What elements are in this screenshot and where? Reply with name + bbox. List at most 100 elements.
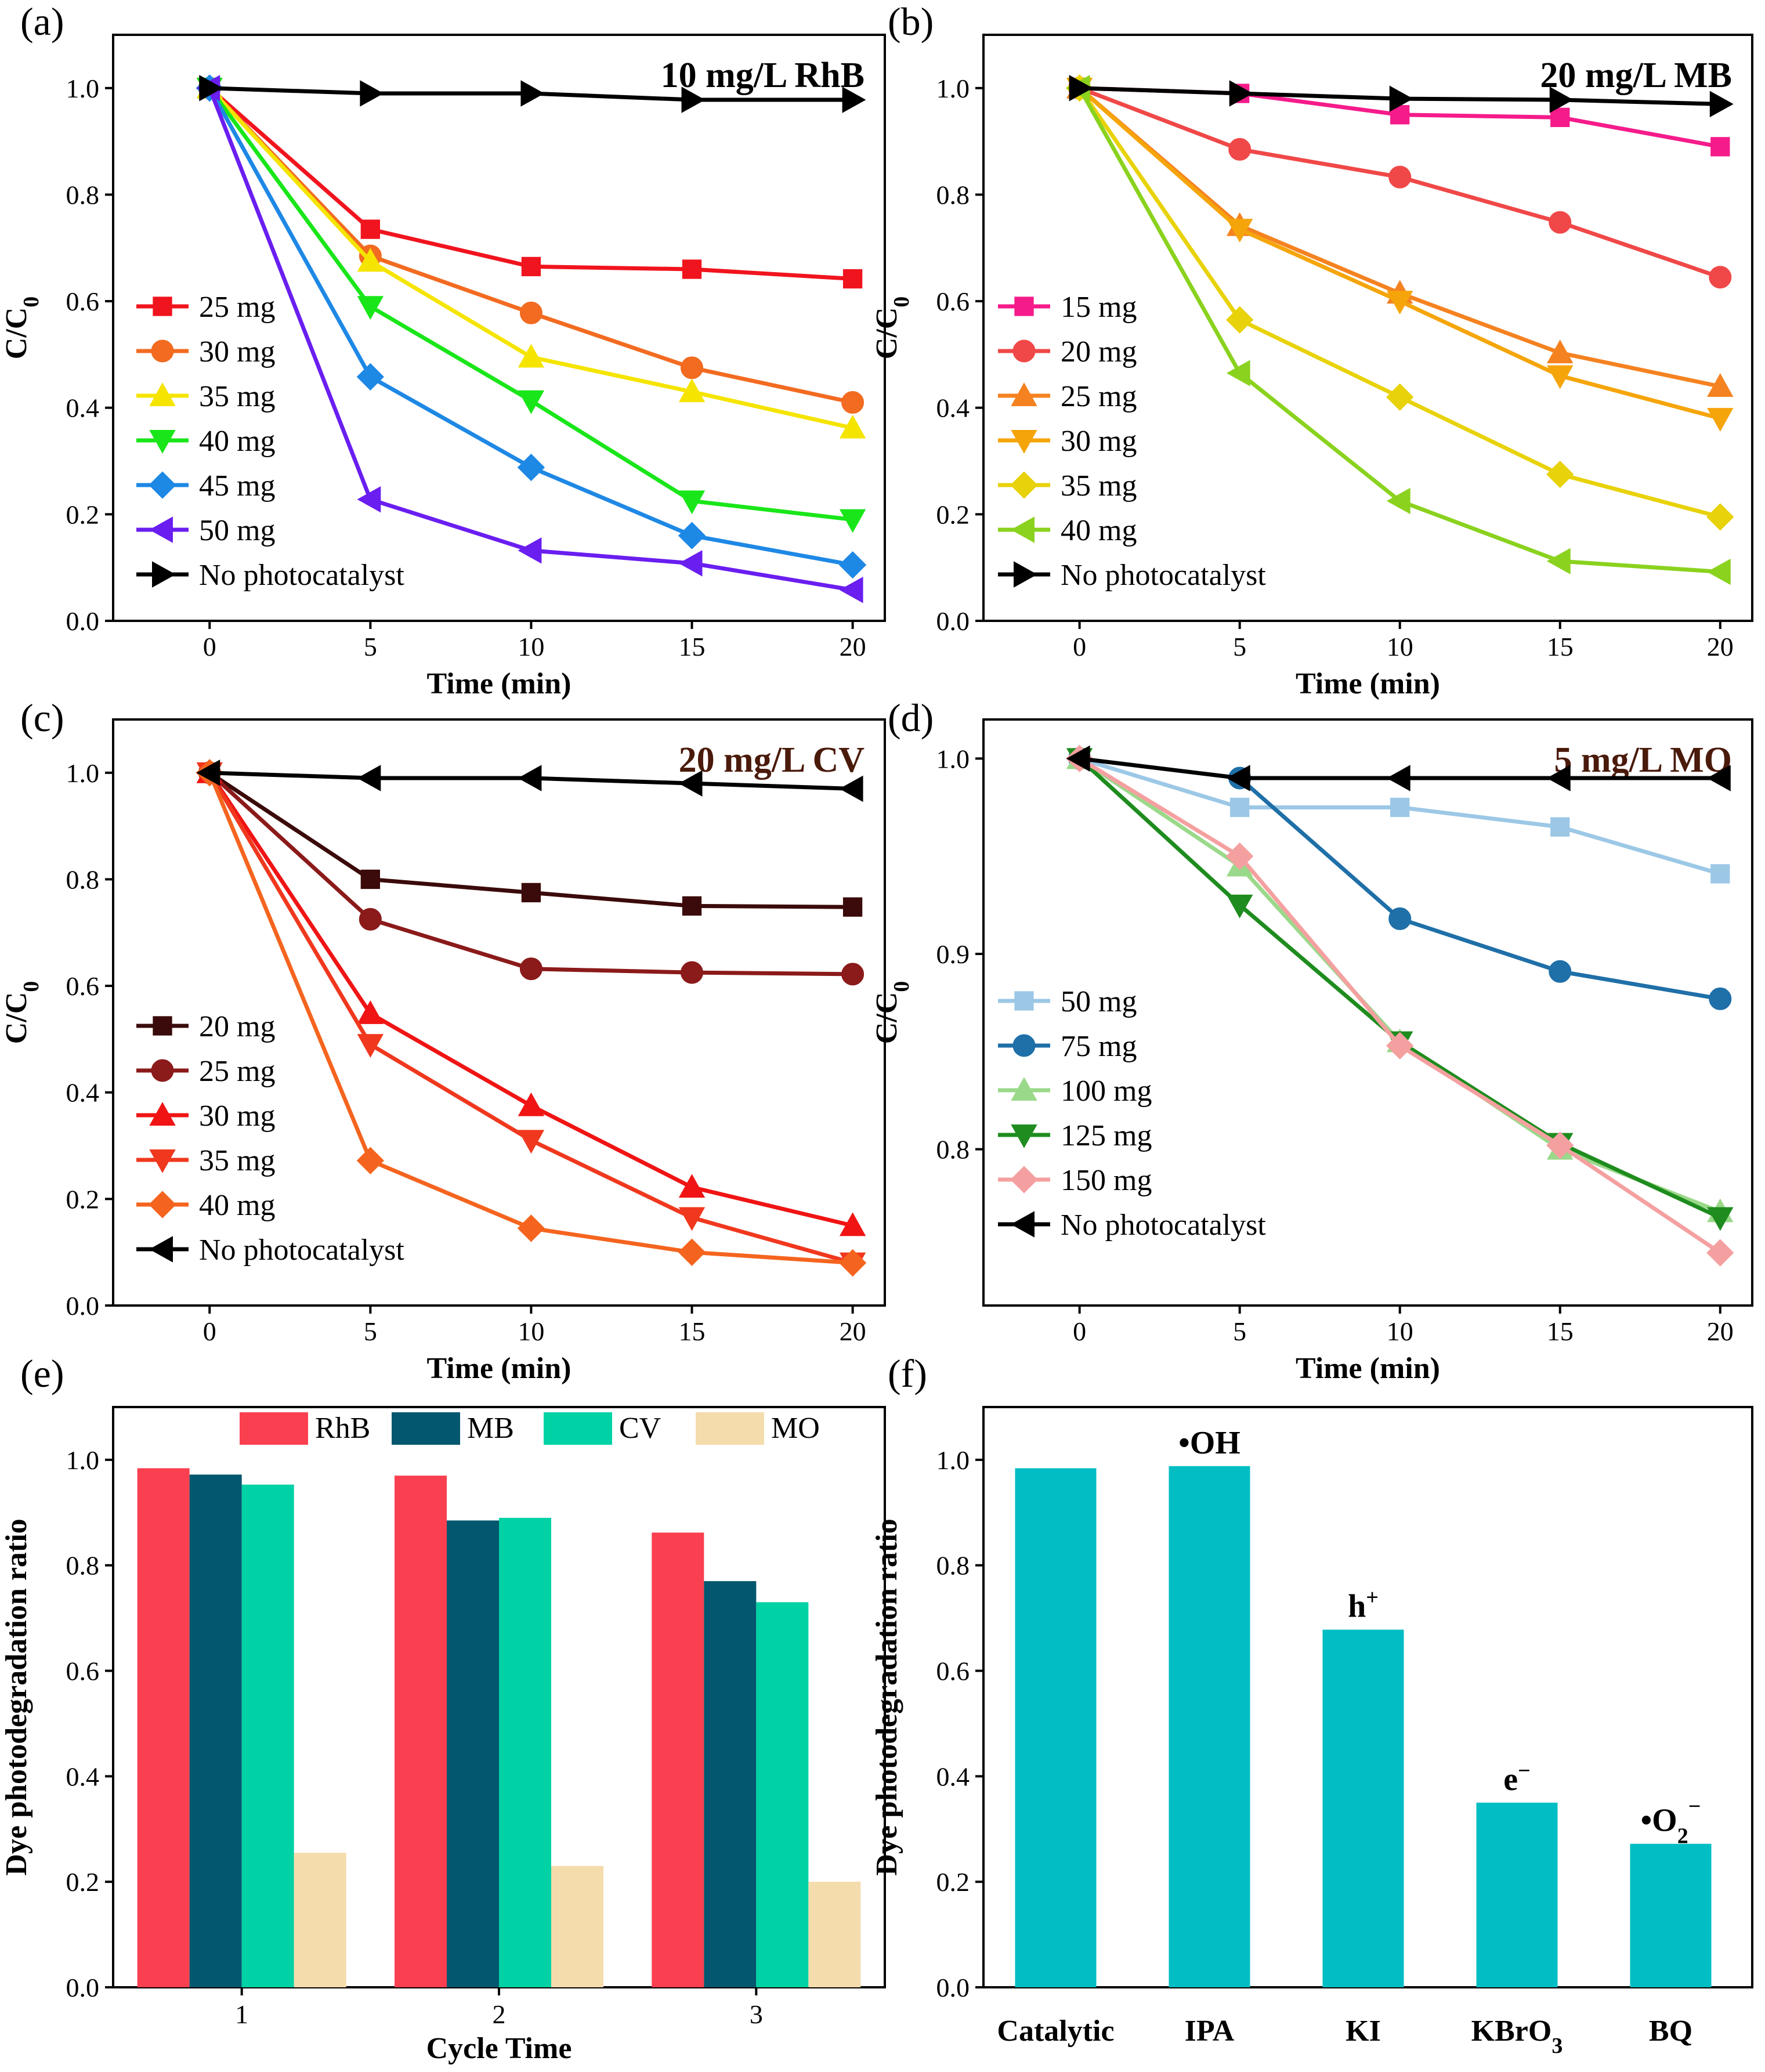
annotation-superscript: + — [1366, 1586, 1379, 1610]
legend-item: 15 mg — [998, 291, 1137, 324]
legend-label: No photocatalyst — [199, 559, 404, 592]
data-point — [1709, 987, 1732, 1010]
legend-marker — [153, 296, 172, 316]
y-tick-label: 0.8 — [936, 1135, 970, 1165]
chart-title: 10 mg/L RhB — [661, 56, 865, 95]
x-tick-label: 10 — [1387, 632, 1413, 661]
y-tick-label: 0.4 — [66, 393, 100, 423]
legend-item: RhB — [240, 1412, 370, 1445]
y-tick-label: 0.8 — [936, 1551, 970, 1581]
data-point — [678, 1207, 706, 1231]
legend-label: 50 mg — [1061, 985, 1137, 1018]
legend-item: No photocatalyst — [136, 559, 404, 592]
y-tick-label: 0.4 — [936, 1762, 970, 1791]
series-5 — [1066, 75, 1731, 585]
y-tick-label: 0.8 — [936, 180, 970, 209]
data-point — [838, 551, 867, 579]
series-3 — [1066, 748, 1734, 1231]
y-tick-label: 0.4 — [66, 1078, 100, 1108]
annotation-superscript: − — [1688, 1795, 1701, 1819]
legend-item: 30 mg — [998, 425, 1137, 458]
y-tick-label: 0.4 — [66, 1762, 100, 1791]
panel-label: (e) — [20, 1351, 64, 1395]
series-line — [1078, 757, 1721, 1220]
data-point — [357, 765, 381, 791]
y-tick-label: 0.0 — [66, 606, 100, 636]
x-tick-label: 20 — [840, 632, 866, 661]
data-point — [1386, 383, 1414, 411]
legend-item: 40 mg — [136, 425, 275, 458]
legend-marker — [151, 1059, 174, 1082]
y-tick-label: 0.0 — [66, 1973, 100, 2002]
legend-label: 150 mg — [1061, 1164, 1152, 1197]
data-point — [519, 957, 542, 981]
y-axis-label-subscript: 0 — [889, 296, 914, 308]
y-tick-label: 0.8 — [66, 865, 100, 894]
legend-item: 20 mg — [136, 1010, 275, 1043]
data-point — [1706, 558, 1731, 585]
data-point — [518, 1092, 545, 1116]
x-tick-label: 0 — [1073, 632, 1086, 661]
data-point — [1710, 864, 1730, 884]
bar-catalytic — [1015, 1468, 1097, 1987]
y-tick-label: 0.6 — [936, 1657, 970, 1686]
data-point — [359, 907, 382, 931]
legend-label: 20 mg — [1061, 335, 1137, 368]
legend-label: No photocatalyst — [1061, 1209, 1266, 1242]
series-line — [208, 771, 853, 977]
legend-item: No photocatalyst — [136, 1234, 404, 1267]
data-point — [1066, 745, 1090, 772]
series-5 — [1066, 745, 1731, 791]
panel-label: (f) — [888, 1351, 927, 1395]
data-point — [678, 550, 703, 577]
data-point — [356, 1147, 384, 1174]
legend-label: 35 mg — [199, 380, 275, 413]
panel-f: (f) 0.0 0.2 0.4 0.6 0.8 1.0 Dye photodegradatio… — [870, 1351, 1753, 2058]
data-point — [1707, 1207, 1734, 1231]
data-point — [517, 453, 545, 482]
data-point — [678, 378, 706, 403]
bar-rhb — [652, 1532, 704, 1987]
data-point — [842, 897, 863, 917]
x-tick-label: 20 — [1707, 632, 1734, 661]
y-tick-label: 0.2 — [936, 1867, 970, 1897]
y-tick-label: 0.2 — [936, 500, 970, 529]
series-line — [208, 772, 853, 1265]
legend-label: 25 mg — [1061, 380, 1137, 413]
data-point — [360, 869, 380, 889]
series-4 — [196, 74, 867, 579]
x-tick-label: 15 — [679, 1317, 706, 1346]
x-tick-label: 15 — [1547, 1317, 1574, 1346]
legend-label: No photocatalyst — [1061, 559, 1266, 592]
y-tick-label: 1.0 — [936, 744, 970, 773]
legend-label: 45 mg — [199, 469, 275, 502]
legend-item: 125 mg — [998, 1119, 1152, 1152]
data-point — [1706, 765, 1731, 791]
series-0 — [1069, 748, 1730, 884]
data-point — [1226, 306, 1254, 334]
y-tick-label: 1.0 — [66, 74, 100, 103]
data-point — [1550, 107, 1570, 127]
legend-label: 75 mg — [1061, 1030, 1137, 1063]
y-tick-label: 1.0 — [936, 1445, 970, 1475]
data-point — [839, 577, 863, 603]
data-point — [1547, 365, 1574, 389]
data-point — [517, 1214, 545, 1242]
bar-ki — [1322, 1629, 1404, 1987]
data-point — [1390, 797, 1410, 818]
bar-mo — [294, 1853, 346, 1987]
y-axis-label: C/C0 — [0, 981, 44, 1044]
data-point — [1226, 842, 1254, 870]
x-tick-label: 10 — [518, 1317, 544, 1346]
data-point — [521, 256, 541, 277]
y-tick-label: 0.9 — [936, 939, 970, 969]
y-axis-label: C/C0 — [870, 296, 914, 360]
plot-frame — [982, 718, 1753, 1307]
data-point — [357, 248, 384, 272]
data-point — [1386, 1032, 1414, 1059]
data-point — [1228, 138, 1252, 161]
legend-marker — [1010, 1166, 1038, 1194]
legend-marker — [149, 471, 176, 499]
legend-item: 50 mg — [998, 985, 1137, 1018]
